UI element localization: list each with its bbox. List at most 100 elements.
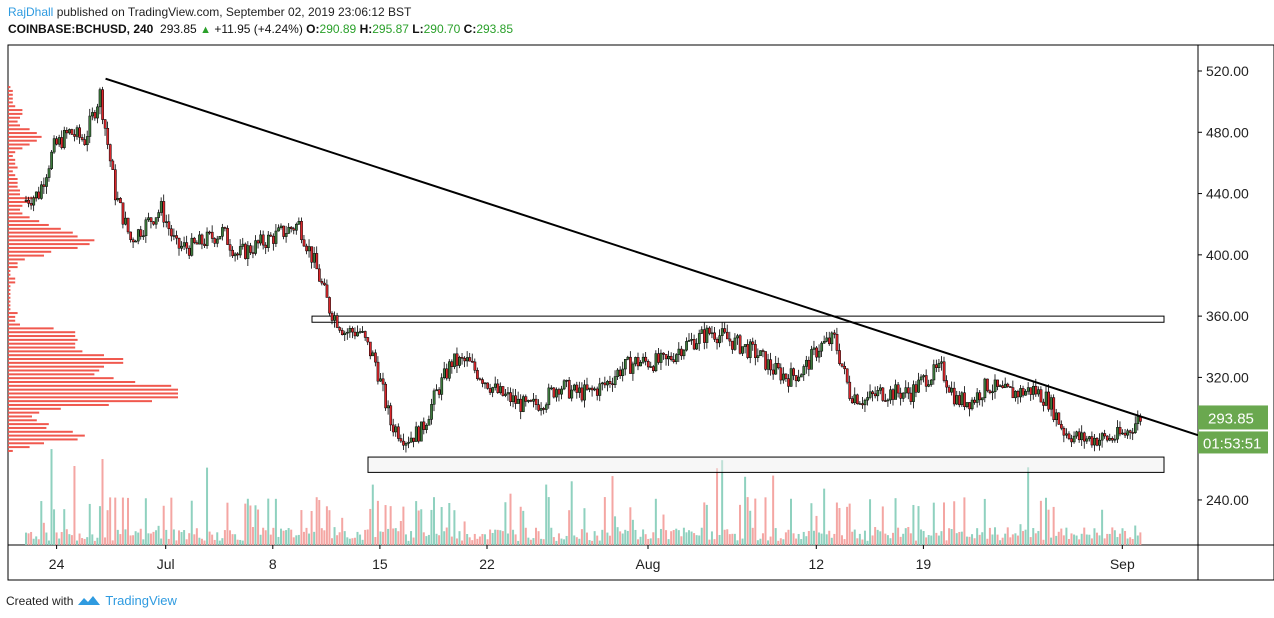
x-tick-label: 8 — [269, 556, 277, 572]
volume-bar — [218, 540, 221, 545]
volume-bar — [1024, 529, 1027, 545]
volume-bar — [688, 530, 690, 545]
candle — [996, 379, 999, 387]
volume-profile-bar — [8, 227, 61, 230]
volume-bar — [948, 528, 951, 545]
volume-profile-bar — [8, 335, 76, 338]
candle — [37, 191, 41, 199]
volume-bar — [53, 509, 56, 545]
volume-bar — [162, 505, 165, 545]
volume-bar — [616, 527, 619, 545]
volume-bar — [351, 538, 354, 545]
candle — [254, 240, 257, 254]
candle — [634, 357, 637, 365]
candle — [193, 237, 196, 243]
volume-bar — [552, 537, 555, 545]
candle — [639, 362, 642, 367]
volume-bar — [198, 537, 201, 545]
volume-profile-bar — [8, 162, 16, 165]
volume-bar — [830, 537, 833, 545]
volume-profile-bar — [8, 220, 40, 223]
candle — [550, 387, 553, 390]
candle — [856, 394, 859, 405]
volume-bar — [1116, 537, 1119, 545]
candle — [488, 388, 492, 393]
volume-bar — [680, 536, 683, 545]
volume-profile-bar — [8, 223, 49, 226]
candle — [448, 361, 451, 379]
candle — [736, 335, 739, 339]
volume-bar — [930, 535, 933, 545]
candle — [1014, 390, 1017, 399]
candle — [259, 234, 263, 244]
volume-bar — [665, 530, 668, 545]
candle — [624, 359, 627, 370]
volume-bar — [935, 532, 938, 545]
candle — [884, 400, 887, 402]
candle — [98, 89, 102, 108]
candle — [1044, 391, 1048, 406]
volume-bar — [761, 533, 764, 545]
volume-bar — [726, 529, 729, 545]
volume-bar — [769, 536, 772, 545]
volume-profile-bar — [8, 124, 20, 127]
volume-bar — [229, 530, 231, 545]
candle — [817, 350, 821, 358]
volume-bar — [886, 535, 889, 545]
volume-bar — [545, 484, 548, 545]
volume-profile-bar — [8, 86, 11, 89]
candle — [152, 221, 155, 225]
volume-bar — [649, 538, 652, 545]
volume-bar — [965, 536, 968, 545]
volume-bar — [575, 537, 578, 545]
volume-profile-bar — [8, 93, 13, 96]
tradingview-brand[interactable]: TradingView — [105, 593, 177, 608]
candle — [73, 134, 76, 137]
volume-bar — [86, 537, 89, 545]
volume-bar — [76, 540, 78, 545]
support-zone — [367, 456, 1165, 473]
candle — [85, 136, 89, 146]
candle — [1060, 424, 1063, 429]
candle — [1049, 397, 1053, 410]
author-link[interactable]: RajDhall — [8, 5, 54, 19]
volume-bar — [206, 467, 209, 545]
volume-bar — [331, 538, 333, 545]
volume-bar — [336, 535, 339, 545]
volume-profile-bar — [8, 434, 85, 437]
volume-bar — [272, 527, 275, 545]
volume-profile-bar — [8, 327, 54, 330]
candle — [1003, 383, 1007, 389]
volume-bar — [450, 536, 453, 545]
volume-bar — [394, 528, 397, 545]
volume-bar — [927, 535, 930, 545]
volume-profile-bar — [8, 135, 42, 138]
candle — [256, 240, 260, 244]
volume-bar — [876, 529, 879, 545]
candle — [608, 381, 612, 385]
volume-bar — [606, 532, 609, 545]
volume-bar — [453, 510, 456, 545]
candle — [952, 387, 956, 405]
candle — [618, 369, 622, 377]
candle — [108, 144, 112, 162]
candle — [1088, 436, 1091, 440]
candle — [376, 361, 380, 382]
candle — [555, 389, 558, 398]
candle — [731, 340, 734, 350]
candle — [991, 391, 994, 394]
candle — [333, 315, 336, 321]
volume-profile-bar — [8, 250, 52, 253]
candle — [264, 244, 268, 248]
candle — [126, 217, 130, 233]
candle — [973, 399, 977, 403]
volume-bar — [654, 498, 657, 545]
volume-bar — [129, 535, 132, 545]
volume-bar — [978, 534, 981, 545]
volume-bar — [892, 532, 894, 545]
volume-bar — [787, 529, 790, 545]
volume-bar — [1011, 534, 1014, 545]
candle — [47, 168, 51, 178]
candle — [794, 375, 798, 382]
